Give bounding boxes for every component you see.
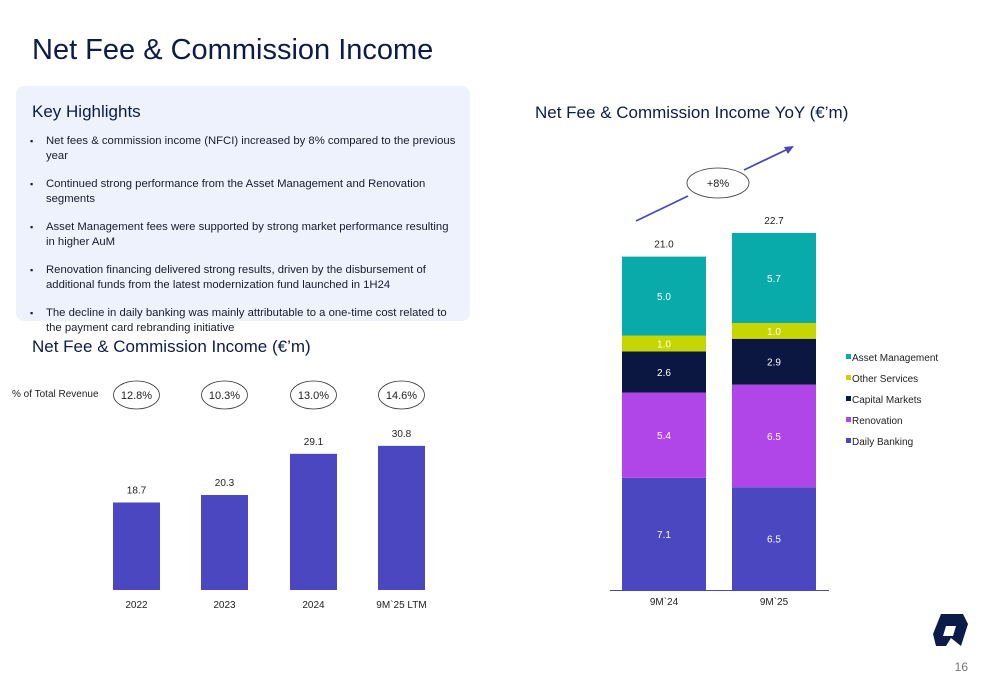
revenue-share-ellipse [378, 380, 425, 410]
segment-daily-banking [732, 487, 816, 590]
segment-value-label: 2.9 [767, 358, 781, 369]
highlight-item: Net fees & commission income (NFCI) incr… [30, 134, 460, 164]
growth-ellipse [686, 167, 750, 199]
legend-swatch [846, 375, 851, 380]
legend-label: Asset Management [852, 353, 938, 364]
segment-value-label: 5.4 [657, 431, 671, 442]
bar-value-label: 20.3 [215, 478, 235, 489]
legend-label: Daily Banking [852, 437, 913, 448]
segment-asset-management [732, 232, 816, 323]
x-tick-label: 9M`25 [760, 596, 789, 608]
bar-9M`25 LTM [378, 445, 425, 590]
legend-label: Capital Markets [852, 395, 921, 406]
segment-value-label: 5.7 [767, 274, 781, 285]
segment-renovation [622, 392, 706, 478]
revenue-share-ellipse [290, 380, 337, 410]
segment-value-label: 6.5 [767, 432, 781, 443]
revenue-share-ellipse [113, 380, 160, 410]
highlight-item: Renovation financing delivered strong re… [30, 263, 460, 293]
x-tick-label: 9M`25 LTM [376, 599, 426, 611]
highlights-heading: Key Highlights [32, 102, 141, 121]
growth-arrow-line [743, 148, 789, 171]
annotation-label: % of Total Revenue [12, 389, 99, 400]
highlight-item: The decline in daily banking was mainly … [30, 306, 460, 336]
page-number: 16 [954, 660, 968, 674]
highlight-item: Continued strong performance from the As… [30, 177, 460, 207]
segment-value-label: 1.0 [767, 327, 781, 338]
legend-label: Other Services [852, 374, 918, 385]
segment-value-label: 2.6 [657, 368, 671, 379]
segment-value-label: 6.5 [767, 535, 781, 546]
company-logo-icon [933, 614, 968, 646]
legend-swatch [846, 396, 851, 401]
segment-capital-markets [622, 351, 706, 393]
bar-value-label: 18.7 [127, 485, 147, 496]
bar-value-label: 29.1 [304, 437, 324, 448]
highlights-list: Net fees & commission income (NFCI) incr… [30, 134, 460, 349]
bar-value-label: 30.8 [392, 429, 412, 440]
growth-arrow-line [635, 195, 689, 222]
growth-label: +8% [707, 178, 730, 190]
segment-other-services [622, 335, 706, 352]
revenue-share-label: 10.3% [209, 390, 240, 402]
revenue-share-label: 12.8% [121, 390, 152, 402]
key-highlights-panel: Key Highlights Net fees & commission inc… [16, 86, 470, 334]
segment-value-label: 5.0 [657, 292, 671, 303]
legend-swatch [846, 438, 851, 443]
segment-daily-banking [622, 477, 706, 590]
bar-2022 [113, 502, 160, 590]
highlight-item: Asset Management fees were supported by … [30, 220, 460, 250]
legend-label: Renovation [852, 416, 903, 427]
bar-2024 [290, 453, 337, 590]
yoy-chart-title: Net Fee & Commission Income YoY (€’m) [535, 103, 849, 122]
legend-swatch [846, 417, 851, 422]
bar-2023 [201, 494, 248, 590]
x-tick-label: 9M`24 [650, 596, 679, 608]
segment-other-services [732, 322, 816, 339]
annual-chart-title: Net Fee & Commission Income (€’m) [32, 337, 311, 356]
total-label: 22.7 [764, 216, 784, 227]
revenue-share-label: 14.6% [386, 390, 417, 402]
revenue-share-label: 13.0% [298, 390, 329, 402]
x-tick-label: 2024 [302, 600, 325, 611]
legend-swatch [846, 354, 851, 359]
x-tick-label: 2022 [125, 600, 148, 611]
page-title: Net Fee & Commission Income [32, 34, 434, 66]
segment-asset-management [622, 256, 706, 336]
total-label: 21.0 [654, 240, 674, 251]
segment-value-label: 1.0 [657, 340, 671, 351]
segment-capital-markets [732, 338, 816, 385]
revenue-share-ellipse [201, 380, 248, 410]
x-tick-label: 2023 [213, 600, 236, 611]
arrow-head-icon [784, 146, 794, 154]
segment-value-label: 7.1 [657, 530, 671, 541]
segment-renovation [732, 384, 816, 488]
